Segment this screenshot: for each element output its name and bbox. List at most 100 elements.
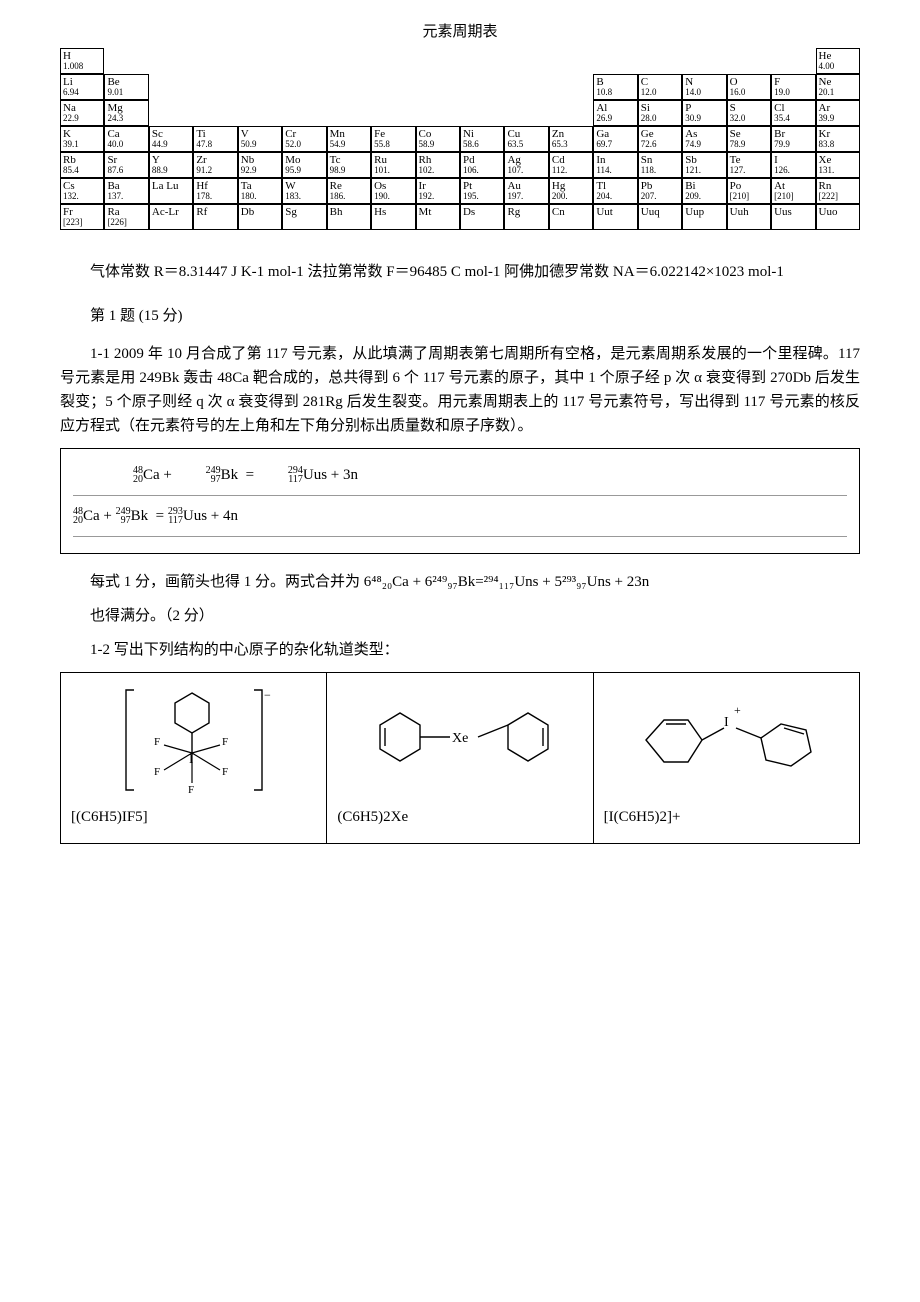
pt-cell: N14.0: [682, 74, 726, 100]
equation-2: 4820Ca + 24997Bk = 293117Uus + 4n: [73, 504, 847, 528]
pt-cell: O16.0: [727, 74, 771, 100]
pt-cell: P30.9: [682, 100, 726, 126]
pt-cell: Uup: [682, 204, 726, 230]
pt-cell: Li6.94: [60, 74, 104, 100]
pt-cell: Re186.: [327, 178, 371, 204]
pt-cell: Sr87.6: [104, 152, 148, 178]
pt-cell: Hg200.: [549, 178, 593, 204]
pt-cell: Te127.: [727, 152, 771, 178]
pt-cell: Pt195.: [460, 178, 504, 204]
pt-cell: Ni58.6: [460, 126, 504, 152]
scoring-line2: 也得满分。（2 分）: [60, 604, 860, 628]
pt-cell: Zr91.2: [193, 152, 237, 178]
pt-cell: As74.9: [682, 126, 726, 152]
pt-cell: Rn[222]: [816, 178, 860, 204]
pt-cell: Db: [238, 204, 282, 230]
pt-cell: V50.9: [238, 126, 282, 152]
structure-2: Xe (C6H5)2Xe: [327, 673, 593, 843]
pt-cell: Au197.: [504, 178, 548, 204]
pt-cell: Pb207.: [638, 178, 682, 204]
q1-header: 第 1 题 (15 分): [60, 304, 860, 328]
pt-cell: Ca40.0: [104, 126, 148, 152]
structure-1-label: [(C6H5)IF5]: [71, 805, 316, 829]
svg-text:F: F: [222, 736, 228, 748]
pt-cell: Mn54.9: [327, 126, 371, 152]
pt-cell: Be9.01: [104, 74, 148, 100]
svg-text:+: +: [734, 703, 741, 717]
pt-cell: Uuh: [727, 204, 771, 230]
pt-cell: Ar39.9: [816, 100, 860, 126]
pt-cell: Cr52.0: [282, 126, 326, 152]
pt-cell: Kr83.8: [816, 126, 860, 152]
svg-text:I: I: [724, 715, 729, 730]
equation-1: 4820Ca + 24997Bk = 294117Uus + 3n: [73, 463, 847, 487]
pt-cell: Ir192.: [416, 178, 460, 204]
pt-cell: Cd112.: [549, 152, 593, 178]
pt-cell: H1.008: [60, 48, 104, 74]
pt-cell: Uuq: [638, 204, 682, 230]
pt-cell: Cn: [549, 204, 593, 230]
svg-text:F: F: [154, 736, 160, 748]
pt-cell: Ra[226]: [104, 204, 148, 230]
pt-cell: K39.1: [60, 126, 104, 152]
pt-cell: Ti47.8: [193, 126, 237, 152]
pt-cell: Y88.9: [149, 152, 193, 178]
pt-cell: Xe131.: [816, 152, 860, 178]
pt-cell: Fe55.8: [371, 126, 415, 152]
pt-cell: Ba137.: [104, 178, 148, 204]
answer-box: 4820Ca + 24997Bk = 294117Uus + 3n 4820Ca…: [60, 448, 860, 554]
pt-cell: Sc44.9: [149, 126, 193, 152]
svg-text:F: F: [222, 766, 228, 778]
svg-text:−: −: [264, 688, 271, 702]
structure-row: I F F F F F − [(C6H5)IF5]: [60, 672, 860, 844]
pt-cell: Sn118.: [638, 152, 682, 178]
pt-cell: S32.0: [727, 100, 771, 126]
pt-cell: Tc98.9: [327, 152, 371, 178]
pt-cell: C12.0: [638, 74, 682, 100]
pt-cell: Bh: [327, 204, 371, 230]
structure-3: I + [I(C6H5)2]+: [594, 673, 859, 843]
pt-cell: Rg: [504, 204, 548, 230]
pt-cell: Mg24.3: [104, 100, 148, 126]
pt-cell: W183.: [282, 178, 326, 204]
pt-cell: Tl204.: [593, 178, 637, 204]
pt-cell: Nb92.9: [238, 152, 282, 178]
pt-cell: Uuo: [816, 204, 860, 230]
pt-cell: Uut: [593, 204, 637, 230]
pt-cell: Ga69.7: [593, 126, 637, 152]
pt-cell: Ac-Lr: [149, 204, 193, 230]
structure-1: I F F F F F − [(C6H5)IF5]: [61, 673, 327, 843]
pt-cell: Rf: [193, 204, 237, 230]
pt-cell: Se78.9: [727, 126, 771, 152]
pt-cell: Rh102.: [416, 152, 460, 178]
q1-1-text: 1-1 2009 年 10 月合成了第 117 号元素，从此填满了周期表第七周期…: [60, 342, 860, 438]
svg-text:F: F: [154, 766, 160, 778]
pt-cell: Sb121.: [682, 152, 726, 178]
pt-cell: Na22.9: [60, 100, 104, 126]
pt-cell: Zn65.3: [549, 126, 593, 152]
pt-cell: Cl35.4: [771, 100, 815, 126]
pt-cell: Hs: [371, 204, 415, 230]
pt-cell: Rb85.4: [60, 152, 104, 178]
periodic-table-title: 元素周期表: [60, 20, 860, 44]
pt-cell: Ds: [460, 204, 504, 230]
constants-text: 气体常数 R＝8.31447 J K-1 mol-1 法拉第常数 F＝96485…: [60, 260, 860, 284]
pt-cell: Ta180.: [238, 178, 282, 204]
pt-cell: Ge72.6: [638, 126, 682, 152]
pt-cell: At[210]: [771, 178, 815, 204]
pt-cell: Si28.0: [638, 100, 682, 126]
pt-cell: Sg: [282, 204, 326, 230]
pt-cell: F19.0: [771, 74, 815, 100]
pt-cell: In114.: [593, 152, 637, 178]
structure-3-label: [I(C6H5)2]+: [604, 805, 849, 829]
structure-2-label: (C6H5)2Xe: [337, 805, 582, 829]
scoring-line1: 每式 1 分，画箭头也得 1 分。两式合并为 6⁴⁸₂₀Ca + 6²⁴⁹₉₇B…: [60, 570, 860, 594]
pt-cell: La Lu: [149, 178, 193, 204]
pt-cell: I126.: [771, 152, 815, 178]
pt-cell: Ag107.: [504, 152, 548, 178]
q1-2-text: 1-2 写出下列结构的中心原子的杂化轨道类型：: [60, 638, 860, 662]
pt-cell: He4.00: [816, 48, 860, 74]
svg-text:Xe: Xe: [452, 731, 468, 746]
pt-cell: Cu63.5: [504, 126, 548, 152]
pt-cell: Fr[223]: [60, 204, 104, 230]
